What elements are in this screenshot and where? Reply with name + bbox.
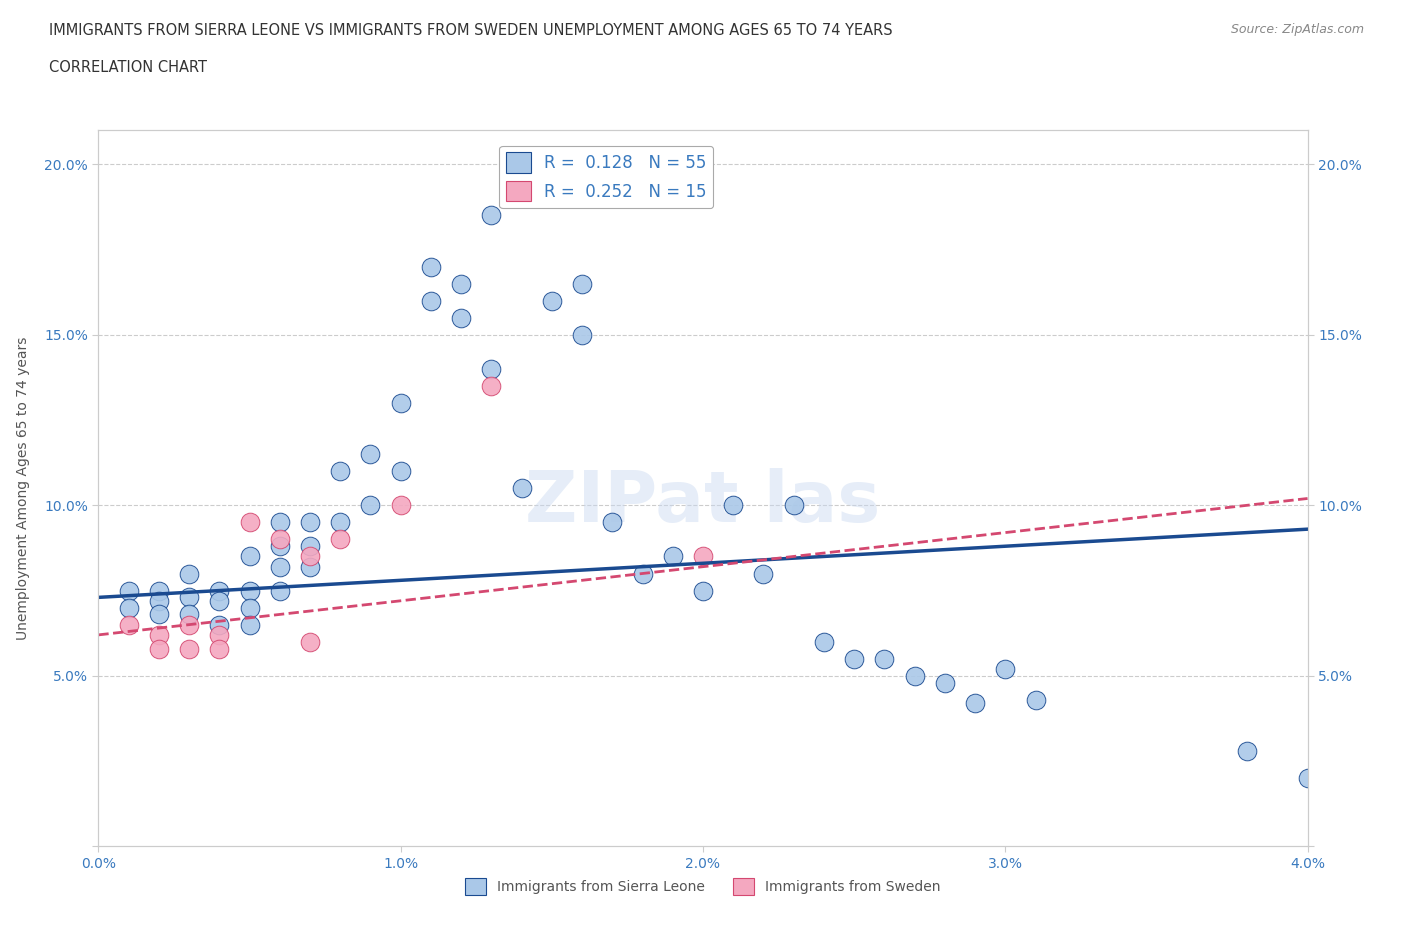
- Point: [602, 515, 624, 530]
- Point: [662, 549, 685, 564]
- Point: [420, 259, 443, 274]
- Text: Source: ZipAtlas.com: Source: ZipAtlas.com: [1230, 23, 1364, 36]
- Point: [239, 515, 262, 530]
- Point: [541, 293, 564, 308]
- Point: [179, 566, 201, 581]
- Point: [752, 566, 775, 581]
- Point: [299, 515, 322, 530]
- Point: [965, 696, 987, 711]
- Point: [179, 641, 201, 656]
- Point: [208, 618, 231, 632]
- Point: [239, 549, 262, 564]
- Point: [360, 498, 382, 512]
- Point: [239, 618, 262, 632]
- Point: [179, 618, 201, 632]
- Point: [481, 362, 503, 377]
- Point: [692, 583, 714, 598]
- Point: [269, 538, 291, 553]
- Point: [329, 515, 352, 530]
- Point: [571, 327, 593, 342]
- Point: [934, 675, 956, 690]
- Y-axis label: Unemployment Among Ages 65 to 74 years: Unemployment Among Ages 65 to 74 years: [17, 337, 31, 640]
- Point: [148, 583, 170, 598]
- Point: [239, 583, 262, 598]
- Point: [148, 628, 170, 643]
- Point: [1296, 771, 1319, 786]
- Point: [389, 464, 412, 479]
- Point: [844, 651, 866, 666]
- Point: [481, 379, 503, 393]
- Point: [813, 634, 835, 649]
- Point: [208, 583, 231, 598]
- Point: [450, 311, 472, 325]
- Point: [148, 607, 170, 622]
- Point: [179, 590, 201, 604]
- Legend: Immigrants from Sierra Leone, Immigrants from Sweden: Immigrants from Sierra Leone, Immigrants…: [460, 872, 946, 900]
- Point: [269, 515, 291, 530]
- Point: [329, 532, 352, 547]
- Point: [329, 464, 352, 479]
- Point: [420, 293, 443, 308]
- Point: [208, 641, 231, 656]
- Point: [783, 498, 806, 512]
- Point: [1025, 692, 1047, 707]
- Point: [269, 532, 291, 547]
- Point: [389, 498, 412, 512]
- Point: [148, 641, 170, 656]
- Point: [118, 600, 141, 615]
- Point: [208, 628, 231, 643]
- Point: [269, 583, 291, 598]
- Point: [299, 549, 322, 564]
- Point: [179, 607, 201, 622]
- Point: [873, 651, 896, 666]
- Point: [118, 583, 141, 598]
- Point: [360, 446, 382, 461]
- Point: [904, 669, 927, 684]
- Point: [269, 559, 291, 574]
- Point: [450, 276, 472, 291]
- Point: [389, 395, 412, 410]
- Text: IMMIGRANTS FROM SIERRA LEONE VS IMMIGRANTS FROM SWEDEN UNEMPLOYMENT AMONG AGES 6: IMMIGRANTS FROM SIERRA LEONE VS IMMIGRAN…: [49, 23, 893, 38]
- Point: [299, 538, 322, 553]
- Point: [239, 600, 262, 615]
- Point: [148, 593, 170, 608]
- Point: [208, 593, 231, 608]
- Point: [994, 661, 1017, 676]
- Point: [299, 559, 322, 574]
- Point: [631, 566, 654, 581]
- Point: [118, 618, 141, 632]
- Point: [299, 634, 322, 649]
- Point: [1236, 743, 1258, 758]
- Text: ZIPat las: ZIPat las: [526, 468, 880, 537]
- Point: [510, 481, 533, 496]
- Point: [481, 208, 503, 223]
- Point: [571, 276, 593, 291]
- Text: CORRELATION CHART: CORRELATION CHART: [49, 60, 207, 75]
- Point: [723, 498, 745, 512]
- Point: [692, 549, 714, 564]
